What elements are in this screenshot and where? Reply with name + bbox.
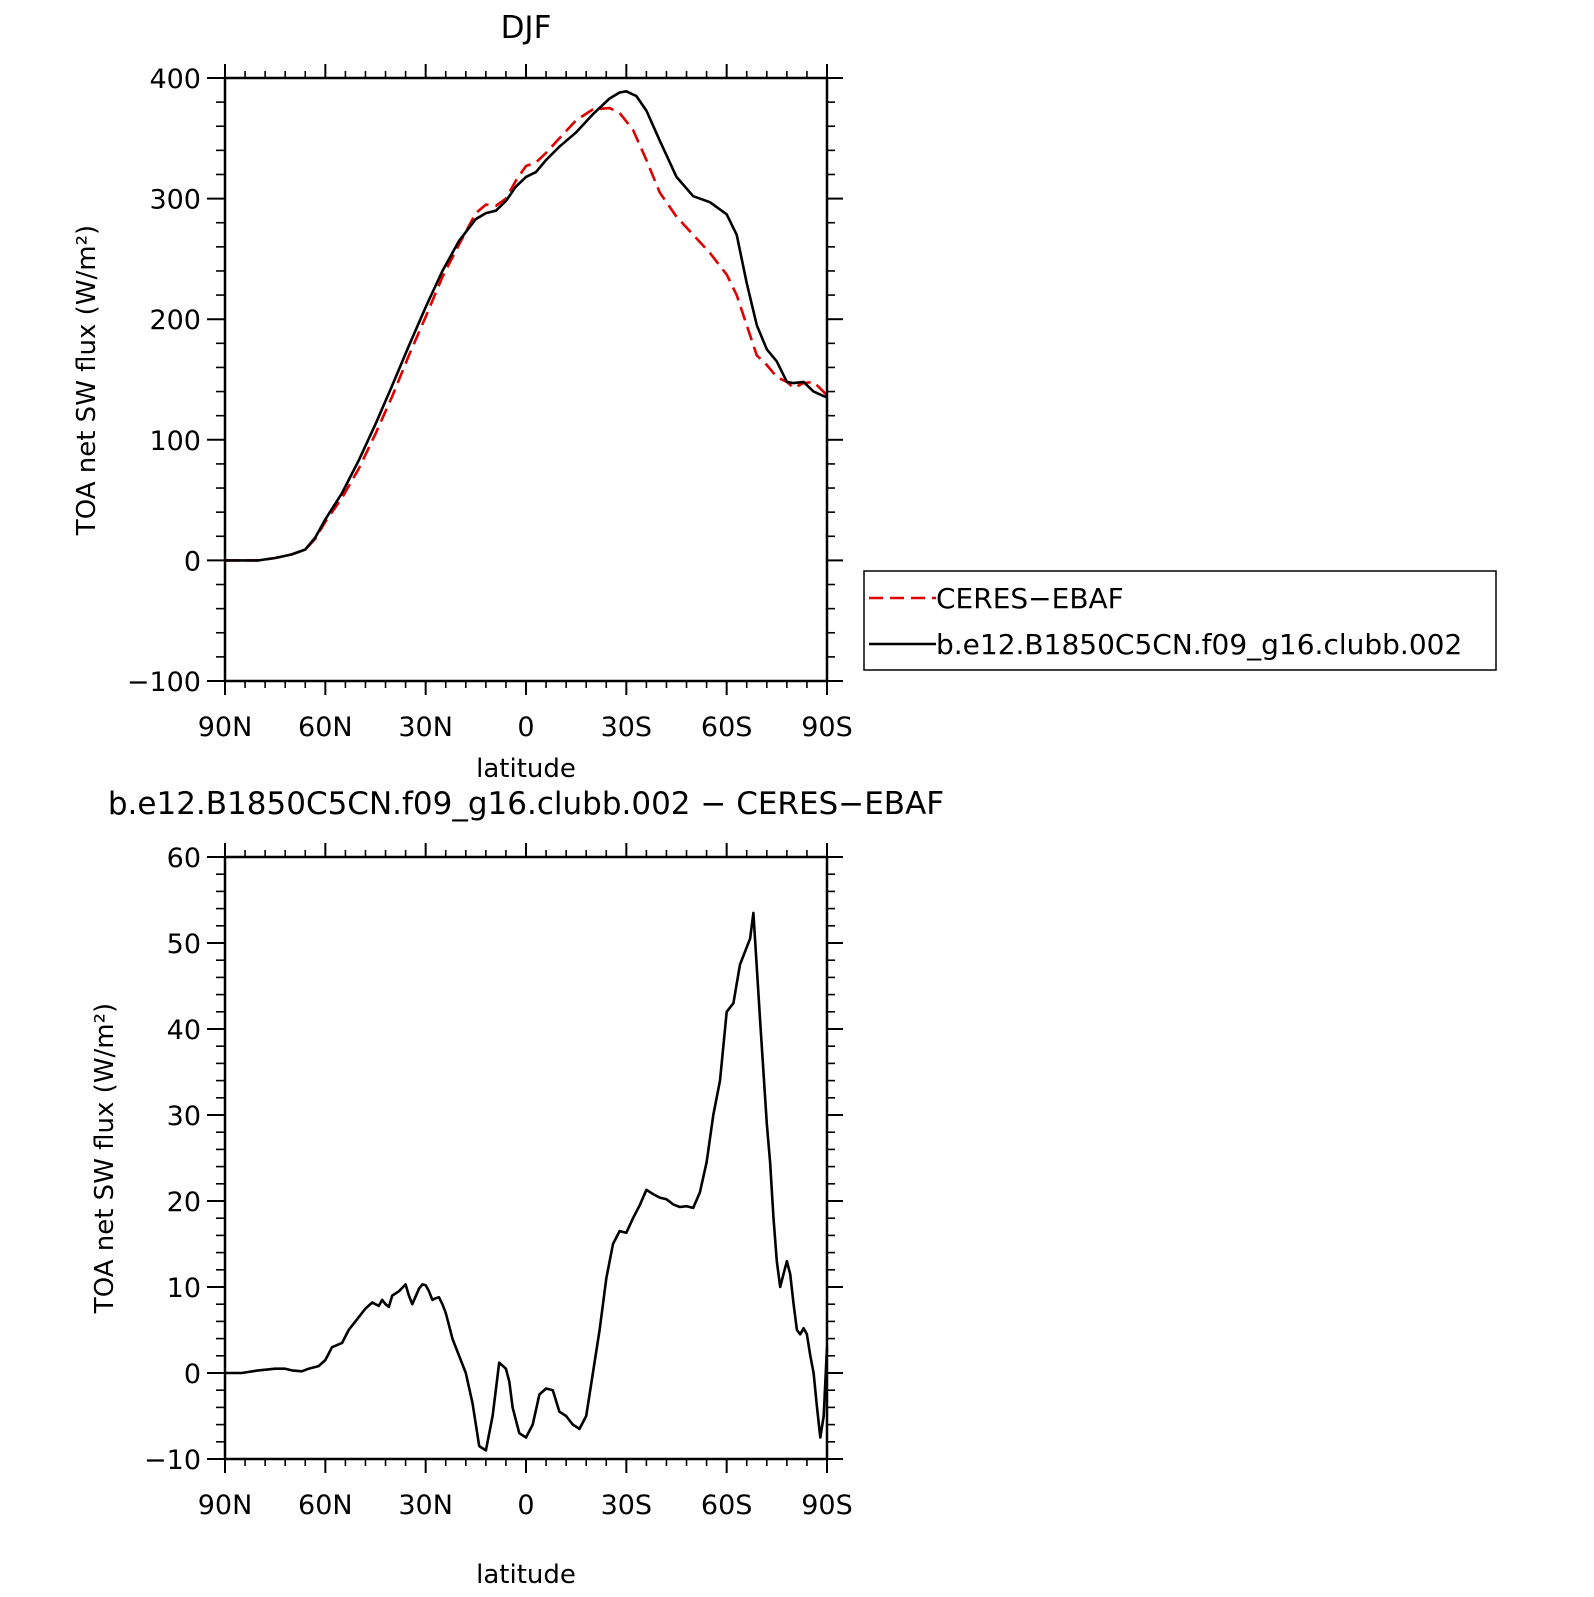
y-tick-label: 60 <box>167 843 201 874</box>
bottom-y-axis-label: TOA net SW flux (W/m²) <box>90 1003 120 1314</box>
y-tick-label: 300 <box>149 185 201 216</box>
bottom-y-tick-labels: −10 0 10 20 30 40 50 60 <box>144 843 201 1476</box>
y-tick-label: 0 <box>184 546 201 577</box>
bottom-plot-frame <box>223 855 829 1461</box>
top-x-tick-labels: 90N 60N 30N 0 30S 60S 90S <box>198 712 853 743</box>
x-tick-label: 30N <box>398 712 453 743</box>
legend-label-ceres-ebaf: CERES−EBAF <box>936 582 1124 615</box>
legend-label-model: b.e12.B1850C5CN.f09_g16.clubb.002 <box>936 628 1462 661</box>
top-chart-title: DJF <box>501 10 552 46</box>
bottom-panel: b.e12.B1850C5CN.f09_g16.clubb.002 − CERE… <box>90 786 944 1590</box>
x-tick-label: 0 <box>517 712 534 743</box>
series-line-difference <box>225 911 829 1452</box>
top-x-axis-label: latitude <box>476 754 576 784</box>
x-tick-label: 90N <box>198 1490 253 1521</box>
series-line-ceres-ebaf <box>225 106 828 562</box>
y-tick-label: 400 <box>149 64 201 95</box>
bottom-x-tick-labels: 90N 60N 30N 0 30S 60S 90S <box>198 1490 853 1521</box>
legend: CERES−EBAF b.e12.B1850C5CN.f09_g16.clubb… <box>863 570 1497 671</box>
y-tick-label: −10 <box>144 1445 201 1476</box>
x-tick-label: 30S <box>601 712 653 743</box>
x-tick-label: 60N <box>298 1490 353 1521</box>
bottom-x-axis-label: latitude <box>476 1560 576 1590</box>
top-y-axis-label: TOA net SW flux (W/m²) <box>72 225 102 536</box>
top-plot-area <box>225 90 828 562</box>
y-tick-label: 0 <box>184 1359 201 1390</box>
y-tick-label: 50 <box>167 929 201 960</box>
x-tick-label: 60S <box>701 712 753 743</box>
legend-box <box>863 570 1497 671</box>
x-tick-label: 60S <box>701 1490 753 1521</box>
top-y-tick-labels: −100 0 100 200 300 400 <box>127 64 201 698</box>
x-tick-label: 30S <box>601 1490 653 1521</box>
y-tick-label: 100 <box>149 426 201 457</box>
x-tick-label: 90S <box>801 712 853 743</box>
y-tick-label: 30 <box>167 1101 201 1132</box>
x-tick-label: 0 <box>517 1490 534 1521</box>
bottom-ticks <box>207 843 843 1473</box>
series-line-model <box>225 90 828 562</box>
y-tick-label: 200 <box>149 305 201 336</box>
x-tick-label: 60N <box>298 712 353 743</box>
top-ticks <box>207 64 843 695</box>
bottom-plot-area <box>225 911 829 1452</box>
y-tick-label: −100 <box>127 667 201 698</box>
x-tick-label: 90N <box>198 712 253 743</box>
top-plot-frame <box>223 76 829 683</box>
y-tick-label: 40 <box>167 1015 201 1046</box>
x-tick-label: 30N <box>398 1490 453 1521</box>
y-tick-label: 10 <box>167 1273 201 1304</box>
x-tick-label: 90S <box>801 1490 853 1521</box>
top-panel: DJF 90N 60N 30N 0 30S 60S 90S −100 0 100 200 300 40… <box>72 10 1497 784</box>
bottom-chart-title: b.e12.B1850C5CN.f09_g16.clubb.002 − CERE… <box>108 786 944 822</box>
y-tick-label: 20 <box>167 1187 201 1218</box>
